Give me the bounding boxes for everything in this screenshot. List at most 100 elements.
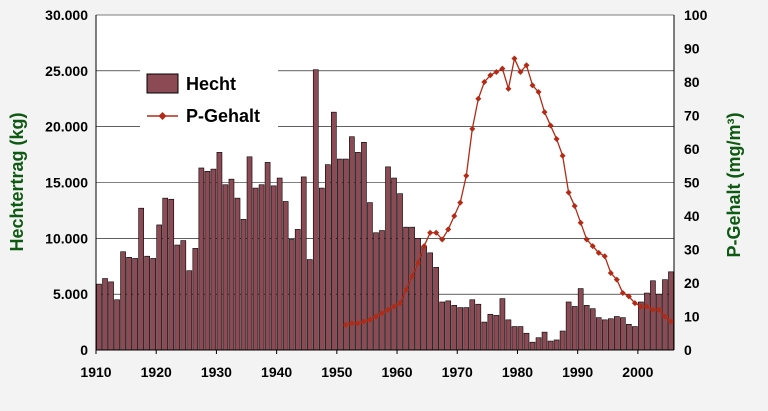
p-gehalt-point bbox=[613, 276, 620, 283]
bar bbox=[601, 319, 608, 351]
x-tick-label: 1960 bbox=[381, 364, 412, 380]
bar bbox=[156, 224, 163, 351]
p-gehalt-point bbox=[366, 316, 373, 323]
bar bbox=[216, 152, 223, 351]
right-tick-label: 30 bbox=[684, 242, 700, 258]
bar bbox=[583, 305, 590, 351]
x-tick-label: 1950 bbox=[321, 364, 352, 380]
p-gehalt-point bbox=[445, 226, 452, 233]
x-tick-label: 1920 bbox=[141, 364, 172, 380]
bar bbox=[228, 178, 235, 351]
x-tick-label: 1940 bbox=[261, 364, 292, 380]
bar bbox=[650, 280, 656, 351]
bar bbox=[162, 197, 169, 351]
p-gehalt-point bbox=[535, 89, 542, 96]
bar bbox=[108, 281, 114, 351]
right-axis-title: P-Gehalt (mg/m³) bbox=[724, 112, 744, 257]
bar bbox=[294, 229, 301, 351]
bar bbox=[553, 339, 560, 351]
bar bbox=[607, 318, 614, 351]
p-gehalt-point bbox=[655, 306, 662, 313]
bar bbox=[451, 305, 458, 351]
bar bbox=[186, 270, 193, 351]
x-tick-labels: 1910 1920 1930 1940 1950 1960 1970 1980 1990 2000 bbox=[80, 350, 654, 380]
p-gehalt-point bbox=[559, 152, 566, 159]
x-tick-label: 1980 bbox=[502, 364, 533, 380]
p-gehalt-point bbox=[409, 273, 416, 280]
right-tick-label: 90 bbox=[684, 41, 700, 57]
bar bbox=[517, 326, 524, 351]
bar bbox=[264, 162, 271, 351]
bar bbox=[385, 166, 391, 351]
p-gehalt-point bbox=[421, 243, 428, 250]
bar bbox=[204, 171, 211, 351]
bar bbox=[306, 259, 313, 351]
bar bbox=[577, 288, 584, 351]
bar bbox=[349, 136, 355, 351]
left-tick-label: 5.000 bbox=[53, 286, 88, 302]
p-gehalt-point bbox=[493, 68, 500, 75]
p-gehalt-point bbox=[475, 95, 482, 102]
p-gehalt-point bbox=[397, 300, 404, 307]
legend: Hecht P-Gehalt bbox=[140, 68, 278, 132]
bar bbox=[475, 303, 482, 351]
bar bbox=[397, 193, 403, 351]
p-gehalt-point bbox=[463, 172, 470, 179]
bar bbox=[240, 219, 247, 351]
left-tick-label: 25.000 bbox=[45, 63, 88, 79]
bar bbox=[300, 176, 307, 351]
p-gehalt-point bbox=[637, 303, 644, 310]
p-gehalt-point bbox=[457, 199, 464, 206]
p-gehalt-point bbox=[415, 259, 422, 266]
p-gehalt-point bbox=[360, 318, 367, 325]
bar bbox=[511, 326, 518, 351]
left-tick-label: 30.000 bbox=[45, 7, 88, 23]
p-gehalt-point bbox=[547, 122, 554, 129]
bar bbox=[312, 69, 319, 351]
bar bbox=[620, 317, 626, 351]
bar bbox=[138, 207, 144, 351]
p-gehalt-point bbox=[499, 65, 506, 72]
bar bbox=[559, 330, 566, 351]
bar bbox=[565, 301, 572, 351]
bar bbox=[445, 300, 452, 351]
bar bbox=[493, 315, 500, 351]
right-tick-label: 10 bbox=[684, 309, 700, 325]
p-gehalt-point bbox=[553, 135, 560, 142]
left-tick-label: 15.000 bbox=[45, 175, 88, 191]
bar bbox=[120, 251, 126, 351]
left-tick-labels: 0 5.000 10.000 15.000 20.000 25.000 30.000 bbox=[45, 7, 88, 358]
bar bbox=[541, 331, 548, 351]
p-gehalt-point bbox=[403, 286, 410, 293]
right-tick-label: 0 bbox=[684, 342, 692, 358]
bar bbox=[144, 255, 150, 351]
bar bbox=[487, 313, 494, 351]
bar bbox=[463, 307, 470, 351]
p-gehalt-point bbox=[631, 300, 638, 307]
bar bbox=[343, 158, 349, 351]
bar bbox=[421, 245, 427, 351]
bar bbox=[102, 278, 108, 351]
bar bbox=[270, 185, 277, 351]
p-gehalt-point bbox=[427, 229, 434, 236]
bar bbox=[589, 308, 596, 351]
right-tick-label: 20 bbox=[684, 275, 700, 291]
bar bbox=[210, 168, 217, 351]
bar bbox=[439, 301, 446, 351]
p-gehalt-point bbox=[348, 320, 355, 327]
bar bbox=[613, 316, 620, 351]
p-gehalt-point bbox=[354, 320, 361, 327]
bar bbox=[535, 337, 542, 351]
bar bbox=[282, 201, 289, 351]
p-gehalt-point bbox=[385, 306, 392, 313]
x-tick-label: 1910 bbox=[80, 364, 111, 380]
p-gehalt-point bbox=[439, 236, 446, 243]
right-tick-label: 80 bbox=[684, 74, 700, 90]
right-tick-labels: 0 10 20 30 40 50 60 70 80 90 100 bbox=[684, 7, 708, 358]
p-gehalt-point bbox=[469, 125, 476, 132]
bar bbox=[174, 244, 181, 351]
p-gehalt-point bbox=[625, 293, 632, 300]
bar bbox=[595, 317, 602, 351]
